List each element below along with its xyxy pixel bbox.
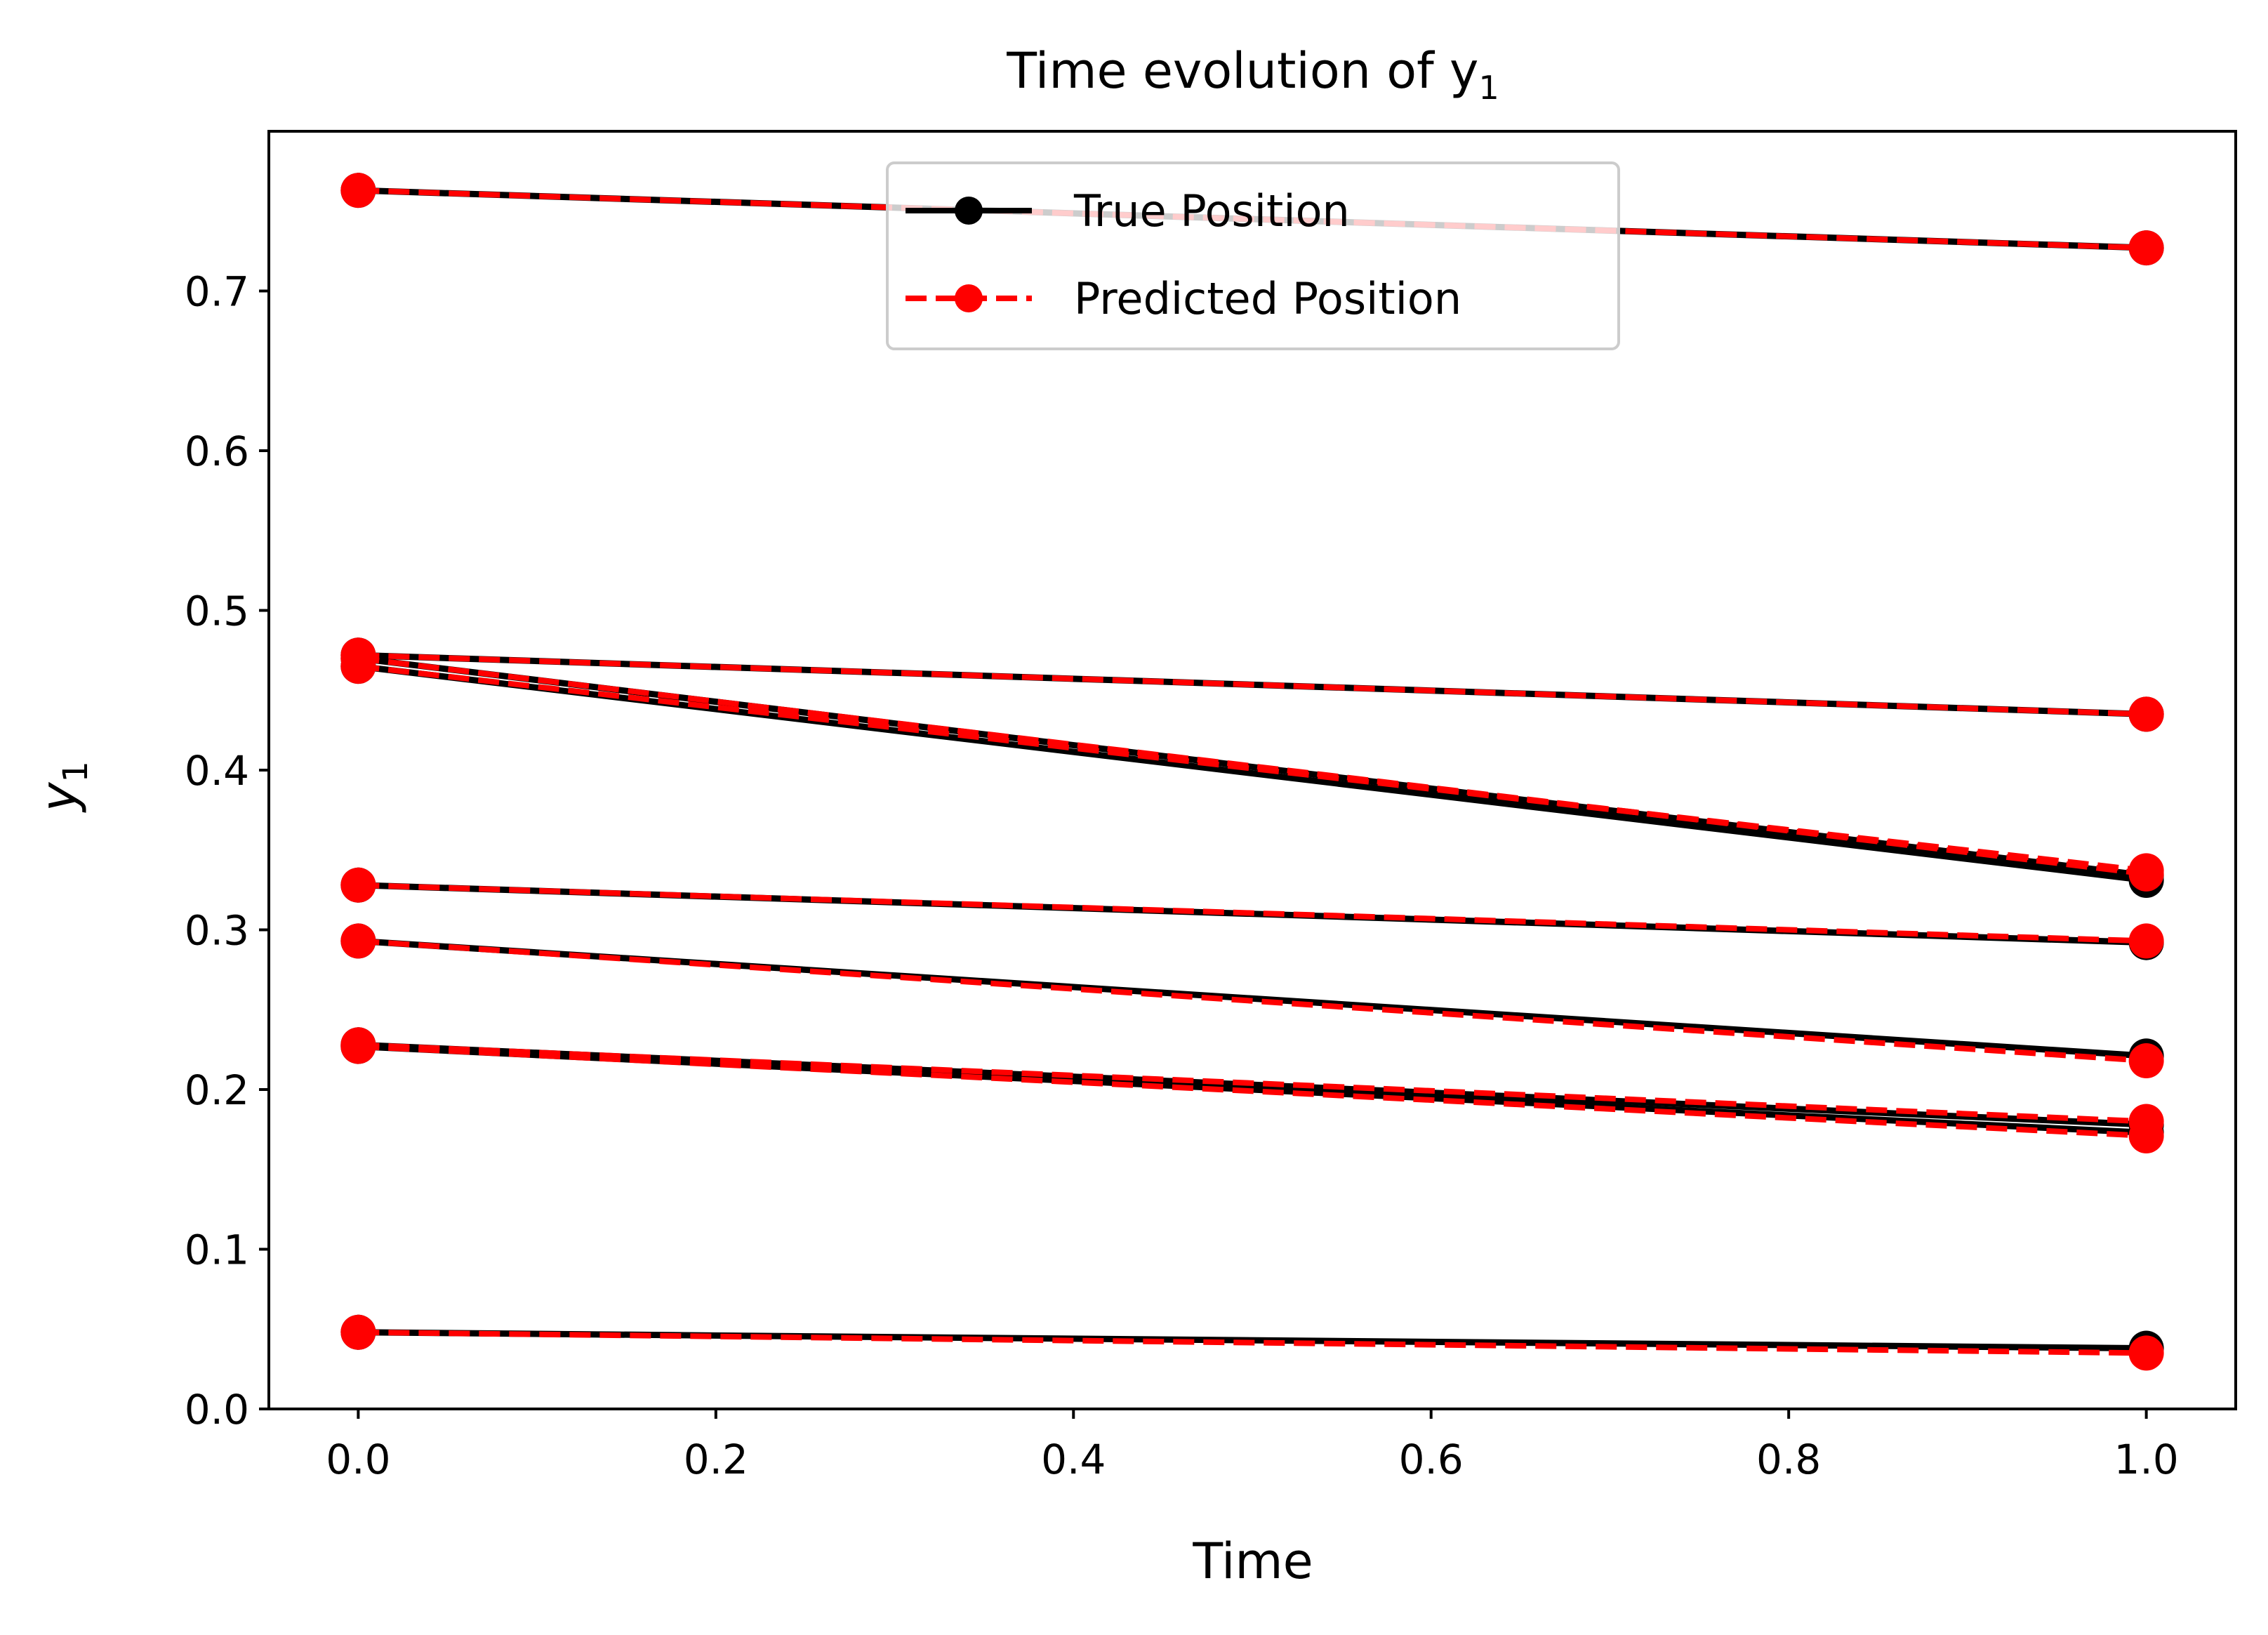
y-tick-label-3: 0.3 bbox=[185, 907, 249, 955]
y-axis-label-subscript: 1 bbox=[56, 761, 95, 783]
predicted-series-line-2 bbox=[357, 663, 2147, 874]
y-tick-label-5: 0.5 bbox=[185, 588, 249, 635]
legend-true-label: True Position bbox=[1073, 185, 1350, 237]
x-tick-label-1: 0.2 bbox=[684, 1436, 748, 1483]
y-axis-label: y1 bbox=[30, 761, 95, 813]
y-tick-label-7: 0.7 bbox=[185, 268, 249, 316]
predicted-series-line-4 bbox=[358, 882, 2147, 944]
predicted-point-5-1 bbox=[2128, 1043, 2164, 1079]
predicted-series-line-7 bbox=[358, 1042, 2147, 1125]
x-tick-label-5: 1.0 bbox=[2114, 1436, 2179, 1483]
x-tick-label-4: 0.8 bbox=[1756, 1436, 1821, 1483]
true-series-line-2 bbox=[357, 663, 2147, 884]
predicted-series-line-8 bbox=[358, 1329, 2147, 1356]
predicted-point-1-1 bbox=[2128, 696, 2164, 732]
y-tick-label-4: 0.4 bbox=[185, 747, 249, 795]
legend-predicted-label: Predicted Position bbox=[1074, 273, 1461, 324]
predicted-point-7-1 bbox=[2128, 1104, 2164, 1139]
y-axis-label-text: y bbox=[30, 781, 88, 813]
predicted-point-8-0 bbox=[340, 1314, 376, 1350]
predicted-point-7-0 bbox=[340, 1027, 376, 1063]
predicted-point-3-0 bbox=[340, 640, 376, 676]
predicted-point-0-1 bbox=[2128, 230, 2164, 266]
chart-title: Time evolution of y1 bbox=[1006, 42, 1499, 107]
x-tick-label-3: 0.6 bbox=[1399, 1436, 1464, 1483]
legend-frame bbox=[886, 161, 1620, 350]
x-axis-label: Time bbox=[1192, 1533, 1313, 1590]
predicted-point-8-1 bbox=[2128, 1335, 2164, 1371]
axes: 0.0 0.2 0.4 0.6 0.8 1.0 0.0 0.1 0.2 0.3 0.4 0.5 0.6 0… bbox=[185, 130, 2237, 1483]
y-tick-label-2: 0.2 bbox=[185, 1066, 249, 1114]
y-tick-label-1: 0.1 bbox=[185, 1226, 249, 1274]
predicted-point-0-0 bbox=[340, 173, 376, 208]
y-tick-label-6: 0.6 bbox=[185, 428, 249, 475]
predicted-point-4-0 bbox=[340, 867, 376, 903]
chart-title-text: Time evolution of y bbox=[1006, 42, 1478, 100]
predicted-series-line-5 bbox=[358, 938, 2147, 1064]
predicted-series-line-6 bbox=[358, 1043, 2147, 1139]
y-tick-label-0: 0.0 bbox=[185, 1386, 249, 1434]
predicted-point-3-1 bbox=[2128, 856, 2164, 892]
predicted-point-5-0 bbox=[340, 923, 376, 959]
legend: True Position Predicted Position bbox=[886, 161, 1620, 350]
plot-area bbox=[340, 173, 2164, 1371]
legend-true-marker bbox=[955, 197, 983, 225]
chart-title-subscript: 1 bbox=[1478, 69, 1499, 107]
legend-predicted-marker bbox=[955, 284, 983, 312]
predicted-point-4-1 bbox=[2128, 923, 2164, 959]
x-tick-label-0: 0.0 bbox=[326, 1436, 390, 1483]
predicted-series-line-1 bbox=[358, 652, 2147, 717]
x-tick-label-2: 0.4 bbox=[1041, 1436, 1106, 1483]
